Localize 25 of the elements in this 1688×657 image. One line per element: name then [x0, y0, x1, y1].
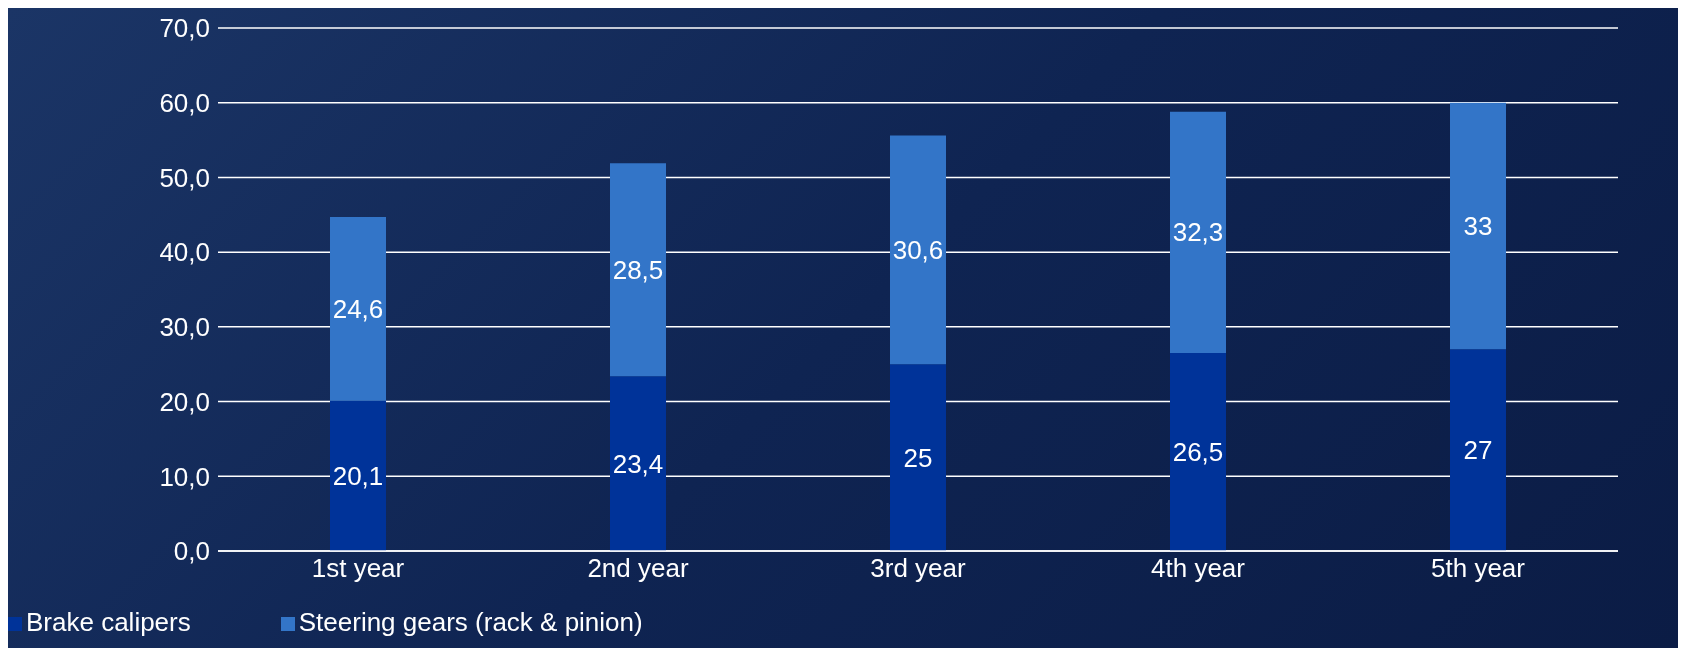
y-tick-label: 60,0: [159, 87, 210, 118]
data-label: 20,1: [332, 460, 384, 491]
x-tick-label: 1st year: [311, 553, 405, 584]
data-label: 33: [1463, 210, 1493, 241]
x-tick-label: 4th year: [1151, 553, 1246, 584]
data-label: 27: [1463, 435, 1493, 466]
data-label: 30,6: [892, 234, 944, 265]
data-label: 28,5: [612, 254, 664, 285]
x-tick-label: 2nd year: [587, 553, 689, 584]
legend-label: Steering gears (rack & pinion): [298, 607, 643, 637]
data-label: 26,5: [1172, 437, 1224, 467]
y-tick-label: 70,0: [159, 13, 210, 44]
x-tick-label: 3rd year: [870, 553, 967, 584]
y-tick-label: 40,0: [159, 237, 210, 268]
data-label: 23,4: [612, 448, 664, 479]
data-label: 32,3: [1172, 217, 1224, 248]
y-tick-label: 20,0: [159, 386, 210, 417]
data-label: 24,6: [332, 293, 384, 324]
y-tick-label: 0,0: [173, 536, 210, 567]
x-tick-label: 5th year: [1431, 553, 1526, 584]
y-tick-label: 50,0: [159, 162, 210, 193]
data-label: 25: [903, 442, 933, 473]
y-tick-label: 30,0: [159, 312, 210, 343]
y-tick-label: 10,0: [159, 461, 210, 492]
legend-label: Brake calipers: [26, 607, 191, 637]
